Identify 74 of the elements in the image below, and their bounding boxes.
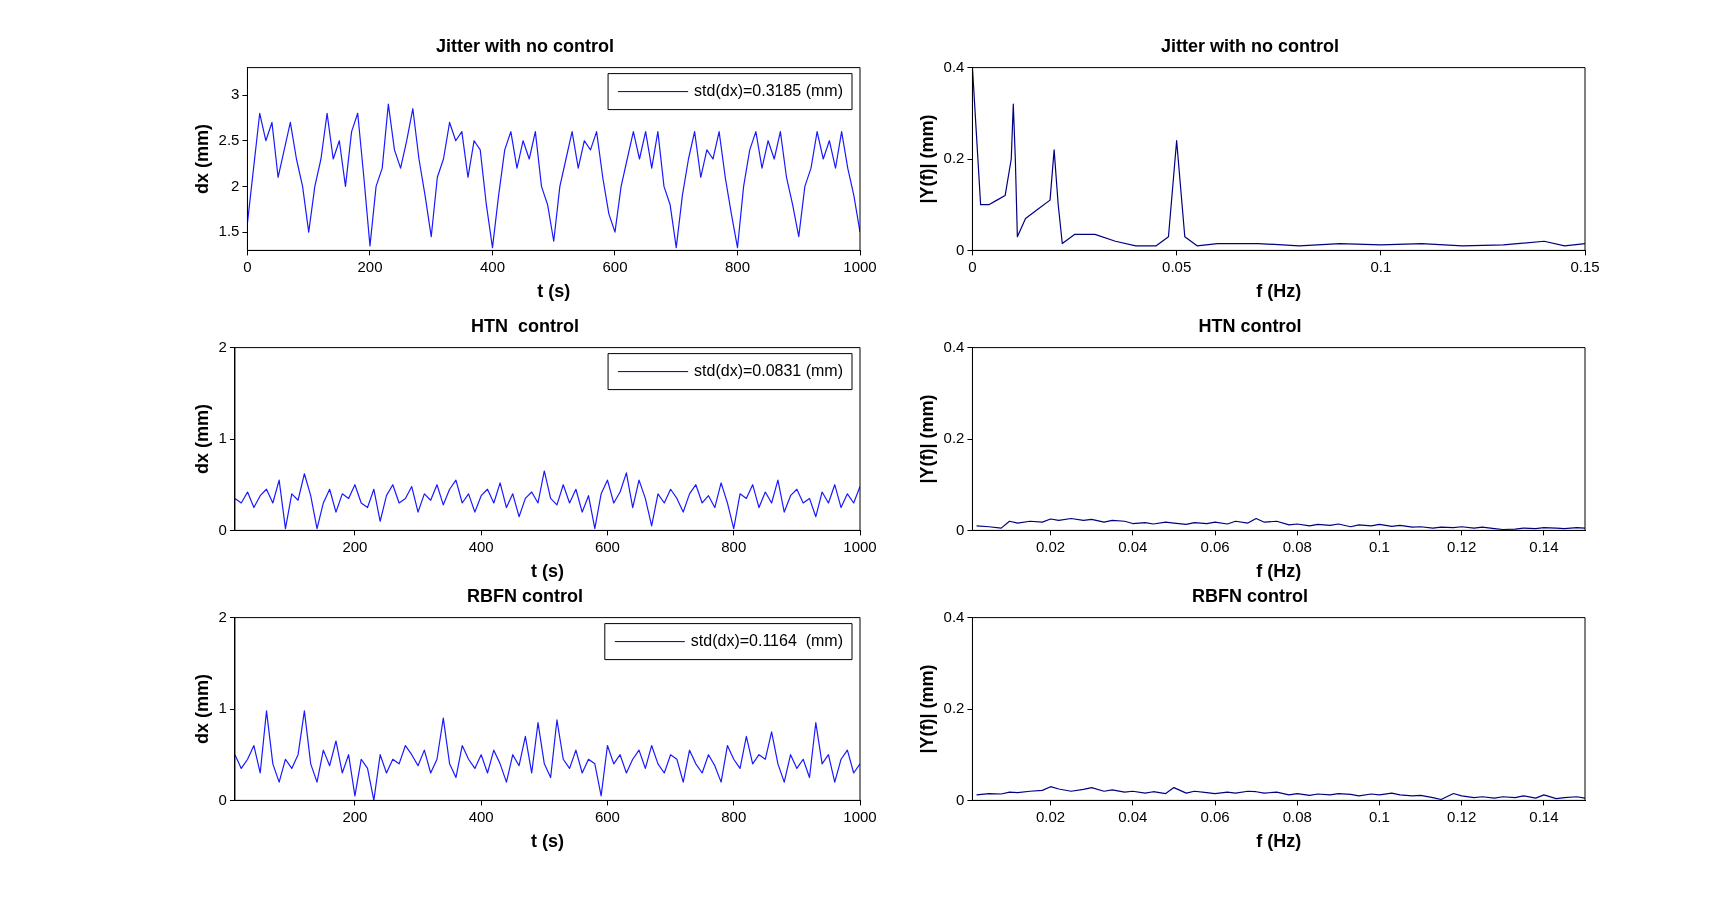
chart-title: RBFN control [467,585,583,606]
x-axis-title: t (s) [530,831,564,852]
x-tick-label: 0.08 [1282,537,1312,555]
y-tick-label: 0 [218,520,227,538]
y-tick-label: 2.5 [218,130,240,148]
x-tick-label: 600 [594,537,620,555]
y-tick-label: 0.2 [943,429,965,447]
x-tick-label: 0.14 [1529,807,1559,825]
y-tick-label: 0.4 [943,607,965,625]
x-tick-label: 800 [721,807,747,825]
y-tick-label: 0.4 [943,337,965,355]
x-tick-label: 0.02 [1035,537,1066,555]
x-tick-label: 0.06 [1200,537,1230,555]
x-tick-label: 0.04 [1118,537,1148,555]
x-tick-label: 0.02 [1035,807,1066,825]
x-tick-label: 400 [468,807,494,825]
chart-title: RBFN control [1192,585,1308,606]
text: std(dx)=0.0831 (mm) [694,362,843,380]
x-tick-label: 800 [724,257,751,275]
x-tick-label: 600 [594,807,620,825]
x-axis-title: t (s) [537,281,571,302]
x-tick-label: 0 [243,257,252,275]
chart-title: HTN control [471,315,579,336]
x-tick-label: 0.08 [1282,807,1312,825]
x-tick-label: 0.04 [1118,807,1148,825]
x-tick-label: 1000 [843,807,877,825]
x-tick-label: 0.12 [1447,807,1477,825]
x-tick-label: 600 [602,257,628,275]
x-axis-title: f (Hz) [1256,831,1302,852]
text: std(dx)=0.3185 (mm) [694,82,843,100]
x-tick-label: 0.05 [1162,257,1192,275]
y-tick-label: 3 [231,85,240,103]
y-axis-title: |Y(f)| (mm) [916,114,937,204]
y-axis-title: dx (mm) [191,403,212,475]
x-tick-label: 0.15 [1570,257,1600,275]
x-tick-label: 400 [468,537,494,555]
y-axis-title: |Y(f)| (mm) [916,664,937,754]
y-axis-title: |Y(f)| (mm) [916,394,937,484]
chart-title: HTN control [1198,315,1302,336]
y-tick-label: 2 [231,176,240,194]
x-axis-title: f (Hz) [1256,281,1302,302]
y-axis-title: dx (mm) [191,673,212,745]
y-tick-label: 0.4 [943,57,965,75]
y-tick-label: 0 [218,790,227,808]
text: std(dx)=0.1164 (mm) [690,632,844,650]
x-tick-label: 0 [968,257,977,275]
x-tick-label: 0.12 [1447,537,1477,555]
x-axis-title: t (s) [530,561,564,582]
x-tick-label: 0.14 [1529,537,1559,555]
y-tick-label: 2 [218,337,227,355]
y-tick-label: 0 [956,520,965,538]
x-tick-label: 400 [479,257,505,275]
y-tick-label: 1.5 [218,222,240,240]
x-tick-label: 200 [342,537,368,555]
x-tick-label: 0.06 [1200,807,1230,825]
y-tick-label: 0 [956,790,965,808]
chart-title: Jitter with no control [436,35,614,56]
x-tick-label: 800 [721,537,747,555]
y-tick-label: 2 [218,607,227,625]
y-tick-label: 0 [956,240,965,258]
y-axis-title: dx (mm) [191,123,212,195]
y-tick-label: 1 [218,699,227,717]
x-axis-title: f (Hz) [1256,561,1302,582]
y-tick-label: 0.2 [943,149,965,167]
x-tick-label: 0.1 [1369,537,1390,555]
x-tick-label: 0.1 [1369,807,1390,825]
x-tick-label: 200 [357,257,383,275]
x-tick-label: 0.1 [1370,257,1392,275]
x-tick-label: 200 [342,807,368,825]
y-tick-label: 0.2 [943,699,965,717]
y-tick-label: 1 [218,429,227,447]
x-tick-label: 1000 [843,257,877,275]
chart-title: Jitter with no control [1161,35,1339,56]
x-tick-label: 1000 [843,537,877,555]
